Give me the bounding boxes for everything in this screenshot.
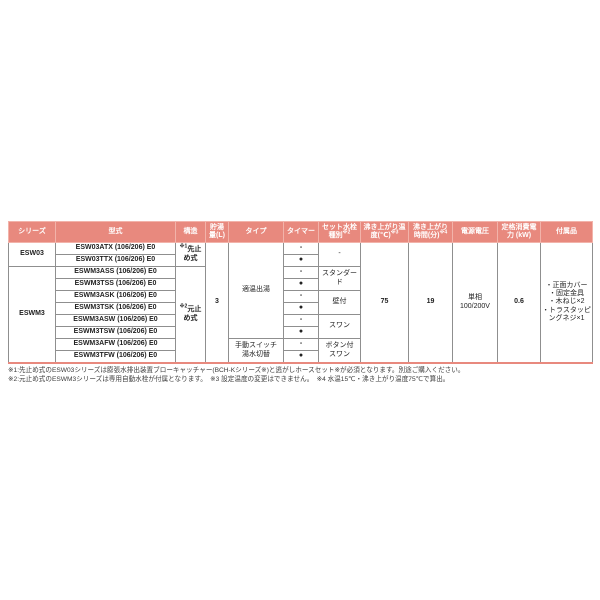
header-row: シリーズ 型式 構造 貯湯量(L) タイプ タイマー セット水栓種別※2 沸き上… — [8, 221, 593, 243]
model-cell: ESWM3AFW (106/206) E0 — [55, 338, 176, 351]
timer-value: ● — [283, 326, 319, 339]
type-manual-switch: 手動スイッチ 湯水切替 — [228, 338, 284, 364]
boil-time-value: 19 — [408, 242, 453, 364]
accessory-item: ・正面カバー — [545, 282, 588, 290]
timer-value: ● — [283, 254, 319, 267]
col-header-accessories: 付属品 — [540, 221, 593, 243]
table-row: ESWM3 ESWM3ASS (106/206) E0 ※2元止め式 - スタン… — [8, 266, 593, 364]
series-esw03: ESW03 — [8, 242, 56, 267]
boil-time-header-label: 沸き上がり時間(分) — [413, 223, 448, 239]
faucet-swan: スワン — [318, 314, 361, 339]
table-row: ESWM3ASW (106/206) E0 - スワン — [9, 314, 593, 339]
timer-value: ● — [283, 278, 319, 291]
col-header-timer: タイマー — [283, 221, 319, 243]
boil-temp-value: 75 — [360, 242, 409, 364]
model-cell: ESWM3ASK (106/206) E0 — [55, 290, 176, 303]
accessory-item: ・トラスタッピングネジ×1 — [542, 306, 591, 322]
col-header-boil-time: 沸き上がり時間(分)※4 — [408, 221, 453, 243]
faucet-standard: スタンダード — [318, 266, 361, 291]
faucet-header-footnote-mark: ※2 — [342, 229, 351, 236]
tank-volume-value: 3 — [205, 242, 229, 364]
power-value: 0.6 — [497, 242, 541, 364]
spec-table: シリーズ 型式 構造 貯湯量(L) タイプ タイマー セット水栓種別※2 沸き上… — [8, 221, 593, 364]
faucet-button-swan: ボタン付 スワン — [318, 338, 361, 364]
series-eswm3: ESWM3 — [8, 266, 56, 364]
table-row: ESWM3TSW (106/206) E0 ● — [9, 326, 593, 339]
faucet-none: - — [318, 242, 361, 267]
faucet-header-label: セット水栓種別 — [322, 223, 357, 239]
col-header-faucet: セット水栓種別※2 — [318, 221, 361, 243]
boil-temp-footnote-mark: ※3 — [390, 229, 399, 236]
boil-time-footnote-mark: ※4 — [439, 229, 448, 236]
structure-motodome: ※2元止め式 — [175, 266, 206, 364]
col-header-tank-volume: 貯湯量(L) — [205, 221, 229, 243]
model-cell: ESWM3TSW (106/206) E0 — [55, 326, 176, 339]
col-header-voltage: 電源電圧 — [452, 221, 498, 243]
accessories-list: ・正面カバー ・固定金具 ・木ねじ×2 ・トラスタッピングネジ×1 — [540, 242, 593, 364]
model-cell: ESW03TTX (106/206) E0 — [55, 254, 176, 267]
footnotes: ※1:先止め式のESW03シリーズは膨張水排出装置ブローキャッチャー(BCH-K… — [8, 367, 592, 384]
model-cell: ESWM3TSS (106/206) E0 — [55, 278, 176, 291]
model-cell: ESWM3ASW (106/206) E0 — [55, 314, 176, 327]
structure-sakidome: ※1先止め式 — [175, 242, 206, 267]
structure-footnote-mark: ※1 — [179, 244, 188, 251]
structure-footnote-mark: ※2 — [179, 304, 188, 311]
spec-table-section: シリーズ 型式 構造 貯湯量(L) タイプ タイマー セット水栓種別※2 沸き上… — [8, 221, 593, 384]
type-tekion: 適温出湯 — [228, 242, 284, 339]
footnote-1: ※1:先止め式のESW03シリーズは膨張水排出装置ブローキャッチャー(BCH-K… — [8, 367, 465, 374]
boil-temp-header-label: 沸き上がり温度(℃) — [363, 223, 406, 239]
table-row: ESWM3TFW (106/206) E0 ● — [9, 350, 593, 364]
model-cell: ESWM3TFW (106/206) E0 — [55, 350, 176, 364]
timer-value: ● — [283, 302, 319, 315]
timer-value: - — [283, 290, 319, 303]
accessory-item: ・木ねじ×2 — [548, 298, 585, 306]
col-header-power: 定格消費電力 (kW) — [497, 221, 541, 243]
col-header-boil-temp: 沸き上がり温度(℃)※3 — [360, 221, 409, 243]
table-row: ESW03 ESW03ATX (106/206) E0 ※1先止め式 3 適温出… — [8, 242, 593, 364]
table-row: ESWM3TSS (106/206) E0 ● — [9, 278, 593, 291]
col-header-type: タイプ — [228, 221, 284, 243]
footnote-2: ※2:元止め式のESWM3シリーズは専用自動水栓が付属となります。 ※3 設定温… — [8, 375, 450, 383]
timer-value: ● — [283, 350, 319, 364]
table-row: ESWM3TSK (106/206) E0 ● — [9, 302, 593, 315]
col-header-model: 型式 — [55, 221, 176, 243]
model-cell: ESWM3ASS (106/206) E0 — [55, 266, 176, 279]
timer-value: - — [283, 242, 319, 255]
faucet-wall: 壁付 — [318, 290, 361, 315]
voltage-value: 単相 100/200V — [452, 242, 498, 364]
table-row: ESW03TTX (106/206) E0 ● — [9, 254, 593, 267]
model-cell: ESW03ATX (106/206) E0 — [55, 242, 176, 255]
col-header-series: シリーズ — [8, 221, 56, 243]
timer-value: - — [283, 266, 319, 279]
table-row: ESWM3ASK (106/206) E0 - 壁付 — [9, 290, 593, 315]
timer-value: - — [283, 314, 319, 327]
accessory-item: ・固定金具 — [549, 290, 584, 298]
col-header-structure: 構造 — [175, 221, 206, 243]
timer-value: - — [283, 338, 319, 351]
model-cell: ESWM3TSK (106/206) E0 — [55, 302, 176, 315]
